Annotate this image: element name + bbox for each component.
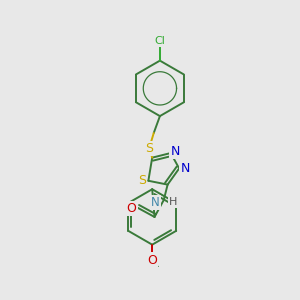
- Text: N: N: [151, 196, 160, 209]
- Text: S: S: [138, 174, 146, 187]
- Text: N: N: [171, 145, 180, 158]
- Text: O: O: [147, 254, 157, 267]
- Text: H: H: [169, 197, 178, 207]
- Text: N: N: [181, 162, 190, 175]
- Text: S: S: [145, 142, 153, 155]
- Text: O: O: [127, 202, 136, 215]
- Text: Cl: Cl: [154, 36, 165, 46]
